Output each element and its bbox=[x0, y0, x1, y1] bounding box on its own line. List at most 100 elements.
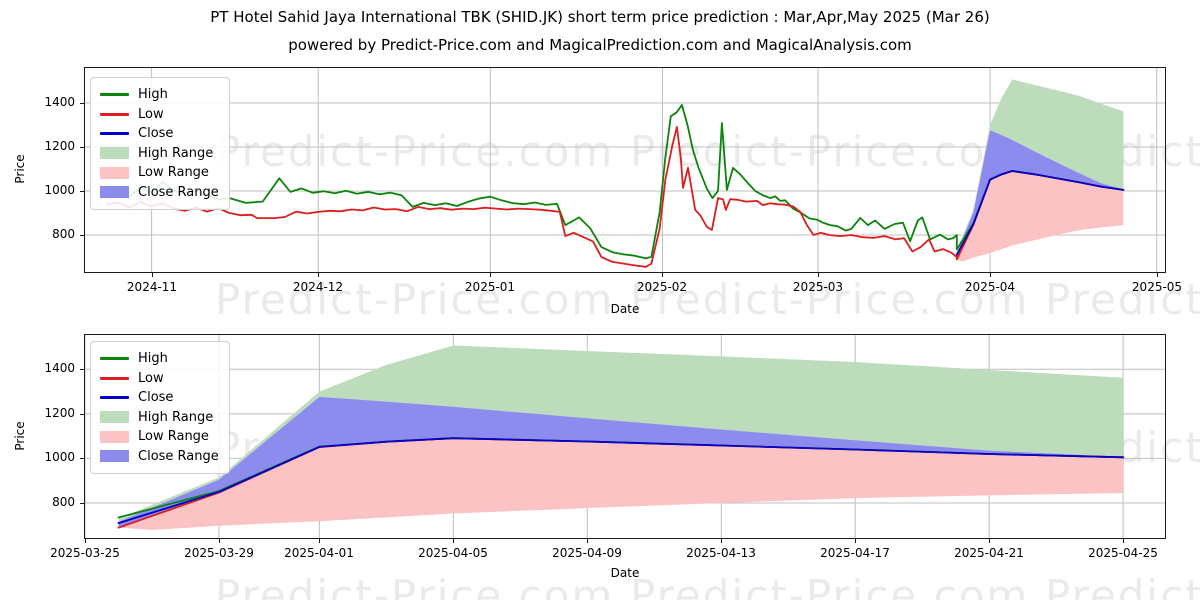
close-range-band bbox=[956, 130, 1124, 259]
x-tick-mark bbox=[1157, 273, 1158, 277]
legend-item-close-range: Close Range bbox=[100, 183, 219, 203]
x-tick-label: 2025-04-01 bbox=[284, 546, 354, 560]
price-forecast-chart bbox=[85, 335, 1165, 538]
legend-patch-swatch bbox=[100, 411, 129, 424]
legend-label: High Range bbox=[138, 409, 214, 425]
legend-item-close-range: Close Range bbox=[100, 447, 219, 467]
legend-patch-swatch bbox=[100, 186, 129, 199]
high-line bbox=[106, 104, 1125, 260]
x-axis-label-top: Date bbox=[610, 302, 640, 316]
legend-label: Low bbox=[138, 370, 164, 386]
x-tick-mark bbox=[318, 273, 319, 277]
legend-label: Low Range bbox=[138, 165, 209, 181]
high-range-band bbox=[956, 79, 1124, 254]
close-line bbox=[955, 170, 1125, 256]
legend-line-swatch bbox=[100, 376, 129, 380]
x-tick-mark bbox=[818, 273, 819, 277]
x-tick-label: 2025-03-25 bbox=[50, 546, 120, 560]
x-tick-label: 2025-04-17 bbox=[820, 546, 890, 560]
y-tick-mark bbox=[80, 147, 84, 148]
legend-item-low-range: Low Range bbox=[100, 427, 219, 447]
legend-item-close: Close bbox=[100, 388, 219, 408]
x-tick-mark bbox=[152, 273, 153, 277]
x-tick-label: 2025-03-29 bbox=[184, 546, 254, 560]
legend-item-low: Low bbox=[100, 369, 219, 389]
legend-line-swatch bbox=[100, 357, 129, 361]
y-tick-label: 800 bbox=[52, 495, 75, 509]
x-tick-mark bbox=[319, 539, 320, 543]
y-tick-label: 1400 bbox=[44, 95, 75, 109]
y-tick-mark bbox=[80, 103, 84, 104]
legend-label: High bbox=[138, 87, 168, 103]
x-tick-mark bbox=[990, 273, 991, 277]
legend-patch-swatch bbox=[100, 147, 129, 160]
close-range-band bbox=[118, 396, 1124, 528]
price-history-chart bbox=[85, 68, 1165, 272]
x-axis-label-bottom: Date bbox=[610, 566, 640, 580]
x-tick-label: 2025-04 bbox=[964, 280, 1016, 294]
legend-item-high-range: High Range bbox=[100, 144, 219, 164]
x-tick-label: 2025-04-21 bbox=[954, 546, 1024, 560]
y-tick-mark bbox=[80, 414, 84, 415]
y-tick-mark bbox=[80, 503, 84, 504]
x-tick-label: 2025-05 bbox=[1131, 280, 1183, 294]
legend-patch-swatch bbox=[100, 430, 129, 443]
x-tick-label: 2025-02 bbox=[636, 280, 688, 294]
legend-label: High bbox=[138, 351, 168, 367]
y-tick-label: 800 bbox=[52, 227, 75, 241]
x-tick-mark bbox=[219, 539, 220, 543]
y-tick-label: 1200 bbox=[44, 406, 75, 420]
low-range-band bbox=[956, 171, 1124, 262]
x-tick-label: 2024-12 bbox=[292, 280, 344, 294]
x-tick-label: 2025-04-13 bbox=[686, 546, 756, 560]
legend-label: Close bbox=[138, 390, 174, 406]
legend-line-swatch bbox=[100, 132, 129, 136]
legend-item-high: High bbox=[100, 349, 219, 369]
legend-line-swatch bbox=[100, 93, 129, 97]
close-line bbox=[117, 437, 1124, 525]
x-tick-label: 2024-11 bbox=[126, 280, 178, 294]
legend-bottom: High Low Close High Range Low Range Close Ran… bbox=[90, 341, 230, 474]
chart-title: PT Hotel Sahid Jaya International TBK (S… bbox=[210, 8, 990, 26]
legend-item-low-range: Low Range bbox=[100, 163, 219, 183]
y-tick-mark bbox=[80, 369, 84, 370]
legend-item-low: Low bbox=[100, 105, 219, 125]
legend-patch-swatch bbox=[100, 450, 129, 463]
x-tick-mark bbox=[721, 539, 722, 543]
legend-item-high: High bbox=[100, 85, 219, 105]
chart-subtitle: powered by Predict-Price.com and Magical… bbox=[288, 36, 912, 54]
x-tick-label: 2025-03 bbox=[792, 280, 844, 294]
x-tick-mark bbox=[662, 273, 663, 277]
x-tick-mark bbox=[989, 539, 990, 543]
legend-label: Low Range bbox=[138, 429, 209, 445]
y-tick-mark bbox=[80, 235, 84, 236]
legend-label: High Range bbox=[138, 145, 214, 161]
low-range-band bbox=[118, 438, 1124, 530]
legend-label: Close bbox=[138, 126, 174, 142]
high-range-band bbox=[118, 345, 1124, 522]
x-tick-label: 2025-04-25 bbox=[1088, 546, 1158, 560]
low-line bbox=[106, 126, 1125, 268]
y-tick-label: 1400 bbox=[44, 361, 75, 375]
legend-line-swatch bbox=[100, 396, 129, 400]
x-tick-label: 2025-04-09 bbox=[552, 546, 622, 560]
y-tick-label: 1200 bbox=[44, 139, 75, 153]
legend-item-high-range: High Range bbox=[100, 408, 219, 428]
y-tick-mark bbox=[80, 458, 84, 459]
legend-patch-swatch bbox=[100, 166, 129, 179]
legend-line-swatch bbox=[100, 112, 129, 116]
x-tick-mark bbox=[490, 273, 491, 277]
legend-label: Low bbox=[138, 106, 164, 122]
x-tick-mark bbox=[587, 539, 588, 543]
x-tick-label: 2025-04-05 bbox=[418, 546, 488, 560]
y-tick-label: 1000 bbox=[44, 450, 75, 464]
x-tick-mark bbox=[453, 539, 454, 543]
y-tick-label: 1000 bbox=[44, 183, 75, 197]
x-tick-label: 2025-01 bbox=[464, 280, 516, 294]
x-tick-mark bbox=[85, 539, 86, 543]
x-tick-mark bbox=[855, 539, 856, 543]
x-tick-mark bbox=[1123, 539, 1124, 543]
y-tick-mark bbox=[80, 191, 84, 192]
legend-label: Close Range bbox=[138, 184, 219, 200]
